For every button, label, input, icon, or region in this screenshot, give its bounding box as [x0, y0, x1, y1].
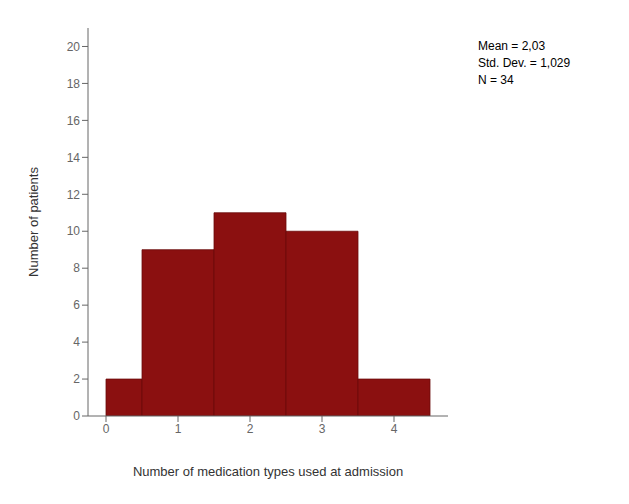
svg-text:1: 1 [175, 422, 182, 436]
svg-text:10: 10 [67, 224, 81, 238]
svg-text:2: 2 [247, 422, 254, 436]
svg-text:2: 2 [73, 372, 80, 386]
svg-text:18: 18 [67, 77, 81, 91]
svg-text:6: 6 [73, 298, 80, 312]
svg-text:3: 3 [319, 422, 326, 436]
svg-text:0: 0 [73, 409, 80, 423]
svg-text:4: 4 [73, 335, 80, 349]
svg-text:0: 0 [103, 422, 110, 436]
svg-text:Number of patients: Number of patients [26, 167, 41, 277]
html-text:Std. Dev. = 1,029: Std. Dev. = 1,029 [478, 55, 571, 70]
svg-text:4: 4 [391, 422, 398, 436]
svg-text:12: 12 [67, 188, 81, 202]
svg-text:16: 16 [67, 114, 81, 128]
html-text:Mean = 2,03: Mean = 2,03 [478, 39, 546, 53]
svg-text:20: 20 [67, 40, 81, 54]
html-text:N = 34: N = 34 [478, 72, 514, 87]
svg-text:14: 14 [67, 151, 81, 165]
svg-text:Number of medication types use: Number of medication types used at admis… [133, 464, 403, 479]
svg-text:8: 8 [73, 261, 80, 275]
